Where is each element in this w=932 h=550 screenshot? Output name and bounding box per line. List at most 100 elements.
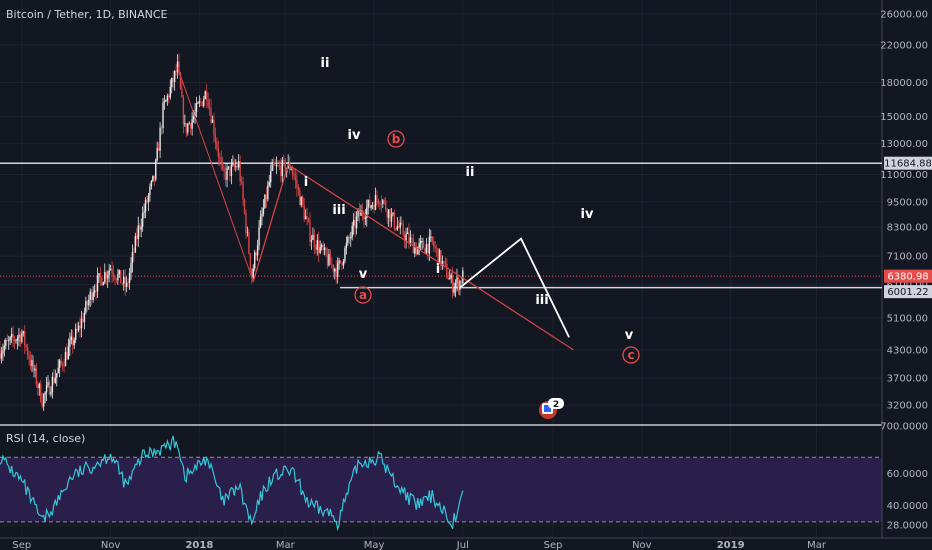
- candle-body: [205, 91, 208, 100]
- candle-body: [240, 181, 243, 183]
- candle-body: [41, 401, 43, 407]
- candle-body: [128, 273, 131, 283]
- candle-body: [40, 383, 42, 402]
- candle-body: [114, 276, 116, 280]
- candle-body: [16, 337, 19, 341]
- candle-body: [187, 124, 189, 133]
- time-axis[interactable]: Sep Nov 2018 Mar May Jul Sep Nov 2019 Mar: [12, 540, 826, 550]
- time-axis-label: Sep: [12, 540, 31, 550]
- candle-body: [156, 148, 158, 161]
- svg-text:c: c: [627, 348, 634, 362]
- rsi-axis-label: 60.0000: [887, 469, 928, 480]
- candle-body: [123, 276, 125, 284]
- candle-body: [198, 101, 201, 104]
- candle-body: [153, 175, 155, 180]
- candle-body: [457, 277, 460, 290]
- candle-body: [99, 273, 102, 278]
- candle-body: [89, 291, 91, 300]
- candle-body: [93, 290, 96, 293]
- price-axis[interactable]: 26000.00 22000.00 18000.00 15000.00 13000.00…: [880, 9, 928, 432]
- time-axis-label: Mar: [276, 540, 296, 550]
- candle-body: [168, 95, 170, 98]
- svg-text:11684.88: 11684.88: [884, 159, 932, 170]
- candle-body: [399, 222, 401, 228]
- candle-body: [207, 99, 209, 107]
- candle-body: [181, 88, 183, 98]
- price-axis-label: 3200.00: [887, 401, 928, 412]
- candle-body: [162, 102, 164, 129]
- candle-body: [144, 199, 147, 212]
- candle-body: [377, 199, 380, 204]
- candle-body: [379, 203, 381, 205]
- badge-count: 2: [553, 400, 559, 410]
- candle-body: [411, 237, 413, 239]
- candle-body: [425, 244, 428, 253]
- price-axis-label: 15000.00: [880, 112, 928, 123]
- candle-body: [2, 350, 4, 354]
- candle-body: [386, 209, 388, 218]
- candle-body: [19, 334, 22, 342]
- candle-body: [328, 253, 330, 266]
- candle-body: [332, 264, 334, 272]
- candle-body: [51, 376, 54, 393]
- candle-body: [90, 291, 93, 300]
- svg-text:6001.22: 6001.22: [887, 287, 928, 298]
- candle-body: [268, 182, 270, 186]
- candle-body: [265, 194, 268, 200]
- candle-body: [50, 392, 52, 395]
- candle-body: [95, 290, 97, 292]
- candle-body: [248, 232, 250, 254]
- candle-body: [57, 367, 59, 374]
- candle-body: [111, 268, 113, 274]
- time-axis-label: Jul: [456, 540, 469, 550]
- candle-body: [326, 255, 329, 266]
- candle-body: [323, 247, 326, 251]
- flag-icon-inner: [544, 405, 551, 412]
- candle-body: [438, 250, 441, 264]
- candle-body: [342, 261, 345, 266]
- time-axis-label: May: [364, 540, 385, 550]
- candle-body: [125, 282, 128, 287]
- candle-body: [210, 108, 212, 123]
- candle-body: [462, 270, 464, 284]
- candle-body: [176, 61, 179, 72]
- candle-body: [299, 189, 301, 206]
- price-axis-label: 22000.00: [880, 41, 928, 52]
- candle-body: [221, 163, 224, 169]
- candle-body: [350, 236, 352, 239]
- ideas-badge[interactable]: 2: [539, 398, 564, 419]
- time-axis-label: 2019: [717, 540, 745, 550]
- candle-body: [351, 225, 353, 237]
- white-projection-path[interactable]: [459, 237, 570, 338]
- price-axis-label: 26000.00: [880, 9, 928, 20]
- candle-body: [347, 237, 349, 244]
- candle-body: [208, 106, 211, 109]
- candle-body: [149, 186, 151, 196]
- rsi-axis[interactable]: 60.0000 40.0000 28.0000: [887, 469, 928, 532]
- candle-body: [227, 166, 230, 168]
- candle-body: [367, 199, 369, 208]
- candle-body: [374, 195, 377, 210]
- candle-body: [108, 270, 110, 275]
- candle-body: [352, 219, 355, 226]
- early-wave-path[interactable]: [177, 67, 289, 284]
- candle-body: [58, 360, 61, 368]
- candle-body: [320, 244, 323, 248]
- candle-body: [360, 210, 362, 216]
- candle-body: [246, 232, 249, 234]
- candle-body: [255, 252, 257, 256]
- candle-body: [243, 199, 246, 213]
- candle-body: [124, 276, 126, 287]
- candle-body: [373, 204, 375, 210]
- candle-body: [280, 166, 282, 177]
- candle-body: [184, 123, 186, 125]
- candle-body: [408, 232, 410, 243]
- candle-body: [441, 261, 444, 266]
- candle-body: [459, 280, 461, 290]
- candle-body: [358, 209, 361, 216]
- candle-body: [232, 162, 234, 165]
- candle-body: [233, 162, 236, 167]
- badge-count-bubble: [548, 398, 564, 409]
- candle-body: [395, 228, 397, 230]
- candle-body: [357, 209, 359, 217]
